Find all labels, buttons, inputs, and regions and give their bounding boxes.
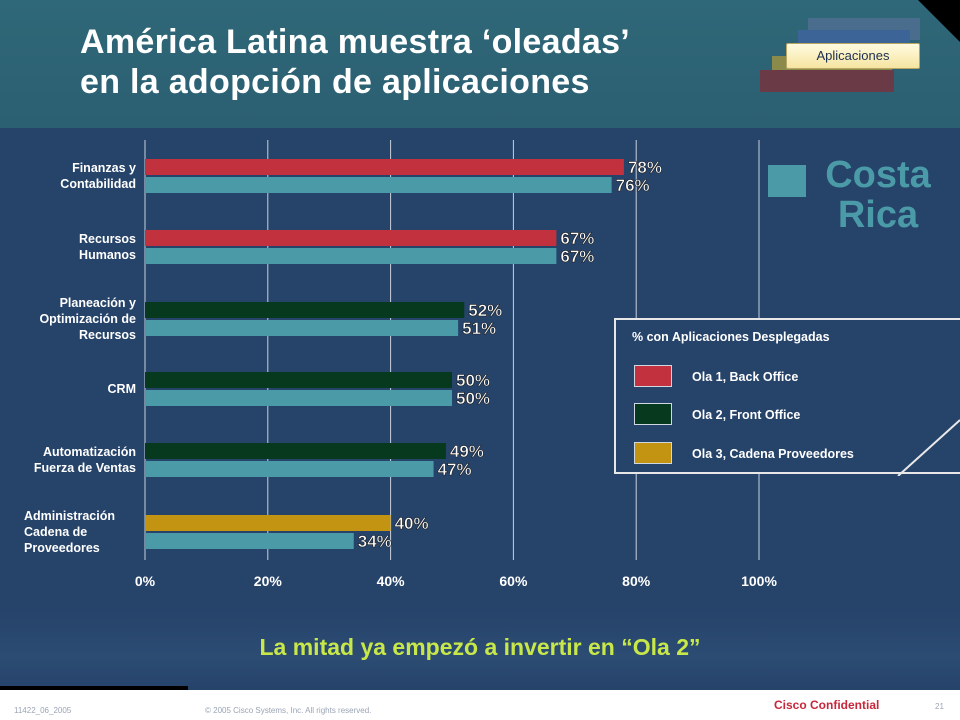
data-label-costa-rica: 51%	[462, 319, 496, 338]
legend-title: % con Aplicaciones Desplegadas	[632, 330, 830, 344]
page-title: América Latina muestra ‘oleadas’ en la a…	[80, 22, 740, 102]
data-label-wave: 67%	[560, 229, 594, 248]
page-number: 21	[935, 702, 944, 711]
legend-label-wave1: Ola 1, Back Office	[692, 370, 799, 384]
data-label-costa-rica: 47%	[438, 460, 472, 479]
bar-costa-rica	[145, 461, 434, 477]
data-label-wave: 40%	[395, 514, 429, 533]
legend-label-wave2: Ola 2, Front Office	[692, 408, 801, 422]
data-label-wave: 50%	[456, 371, 490, 390]
bar-costa-rica	[145, 177, 612, 193]
legend-box: % con Aplicaciones Desplegadas Ola 1, Ba…	[614, 318, 960, 476]
legend-swatch-wave3	[634, 442, 672, 464]
bar-wave	[145, 230, 557, 246]
footer-copyright: © 2005 Cisco Systems, Inc. All rights re…	[205, 706, 372, 715]
category-label: Recursos	[79, 328, 136, 342]
costa-rica-swatch	[768, 165, 806, 197]
x-tick-label: 100%	[741, 573, 777, 589]
data-label-costa-rica: 76%	[616, 176, 650, 195]
category-label: Contabilidad	[60, 177, 136, 191]
bar-costa-rica	[145, 248, 557, 264]
data-label-wave: 52%	[468, 301, 502, 320]
conclusion-text: La mitad ya empezó a invertir en “Ola 2”	[259, 634, 701, 660]
category-label: Humanos	[79, 248, 136, 262]
x-tick-label: 0%	[135, 573, 156, 589]
country-label-line-2: Rica	[837, 194, 919, 236]
category-label: Automatización	[43, 445, 136, 459]
bottom-band	[0, 608, 960, 690]
category-label: Recursos	[79, 232, 136, 246]
bar-costa-rica	[145, 533, 354, 549]
category-label: Cadena de	[24, 525, 87, 539]
bar-costa-rica	[145, 390, 452, 406]
category-label: Finanzas y	[72, 161, 136, 175]
section-tab-applications[interactable]: Aplicaciones	[786, 43, 920, 69]
title-line-2: en la adopción de aplicaciones	[80, 63, 590, 101]
footer-code: 11422_06_2005	[14, 706, 72, 715]
category-label: CRM	[108, 382, 136, 396]
data-label-costa-rica: 34%	[358, 532, 392, 551]
category-label: Fuerza de Ventas	[34, 461, 136, 475]
bar-wave	[145, 443, 446, 459]
bar-wave	[145, 515, 391, 531]
legend-swatch-wave1	[634, 365, 672, 387]
x-tick-label: 60%	[499, 573, 528, 589]
category-label: Optimización de	[39, 312, 136, 326]
corner-fold	[918, 0, 960, 42]
country-label-line-1: Costa	[825, 154, 931, 196]
x-tick-label: 20%	[254, 573, 283, 589]
legend-corner-line	[897, 419, 960, 476]
bar-wave	[145, 372, 452, 388]
data-label-costa-rica: 67%	[560, 247, 594, 266]
footer-accent	[0, 686, 188, 690]
category-label: Planeación y	[60, 296, 136, 310]
x-tick-label: 40%	[377, 573, 406, 589]
footer-confidential: Cisco Confidential	[774, 698, 880, 712]
bar-wave	[145, 302, 465, 318]
footer	[0, 690, 960, 720]
title-line-1: América Latina muestra ‘oleadas’	[80, 23, 631, 61]
country-label: Costa Rica	[808, 155, 948, 235]
data-label-costa-rica: 50%	[456, 389, 490, 408]
header-band: América Latina muestra ‘oleadas’ en la a…	[0, 0, 960, 128]
data-label-wave: 78%	[628, 158, 662, 177]
legend-swatch-wave2	[634, 403, 672, 425]
stack-layer-4	[760, 70, 894, 92]
category-label: Administración	[24, 509, 115, 523]
category-label: Proveedores	[24, 541, 100, 555]
bar-costa-rica	[145, 320, 459, 336]
data-label-wave: 49%	[450, 442, 484, 461]
x-tick-label: 80%	[622, 573, 651, 589]
bar-wave	[145, 159, 624, 175]
legend-label-wave3: Ola 3, Cadena Proveedores	[692, 447, 854, 461]
